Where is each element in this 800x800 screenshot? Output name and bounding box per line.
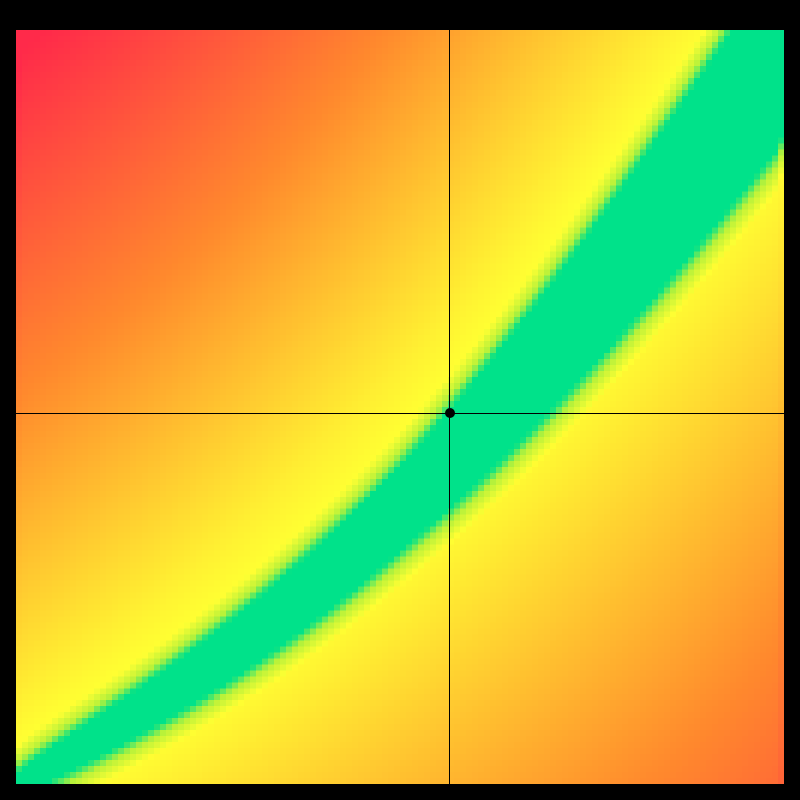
watermark-text: TheBottleneck.com: [611, 4, 786, 27]
crosshair-vertical: [449, 30, 450, 784]
crosshair-horizontal: [16, 413, 784, 414]
heatmap-canvas: [16, 30, 784, 784]
crosshair-marker: [445, 408, 455, 418]
heatmap-plot: [16, 30, 784, 784]
